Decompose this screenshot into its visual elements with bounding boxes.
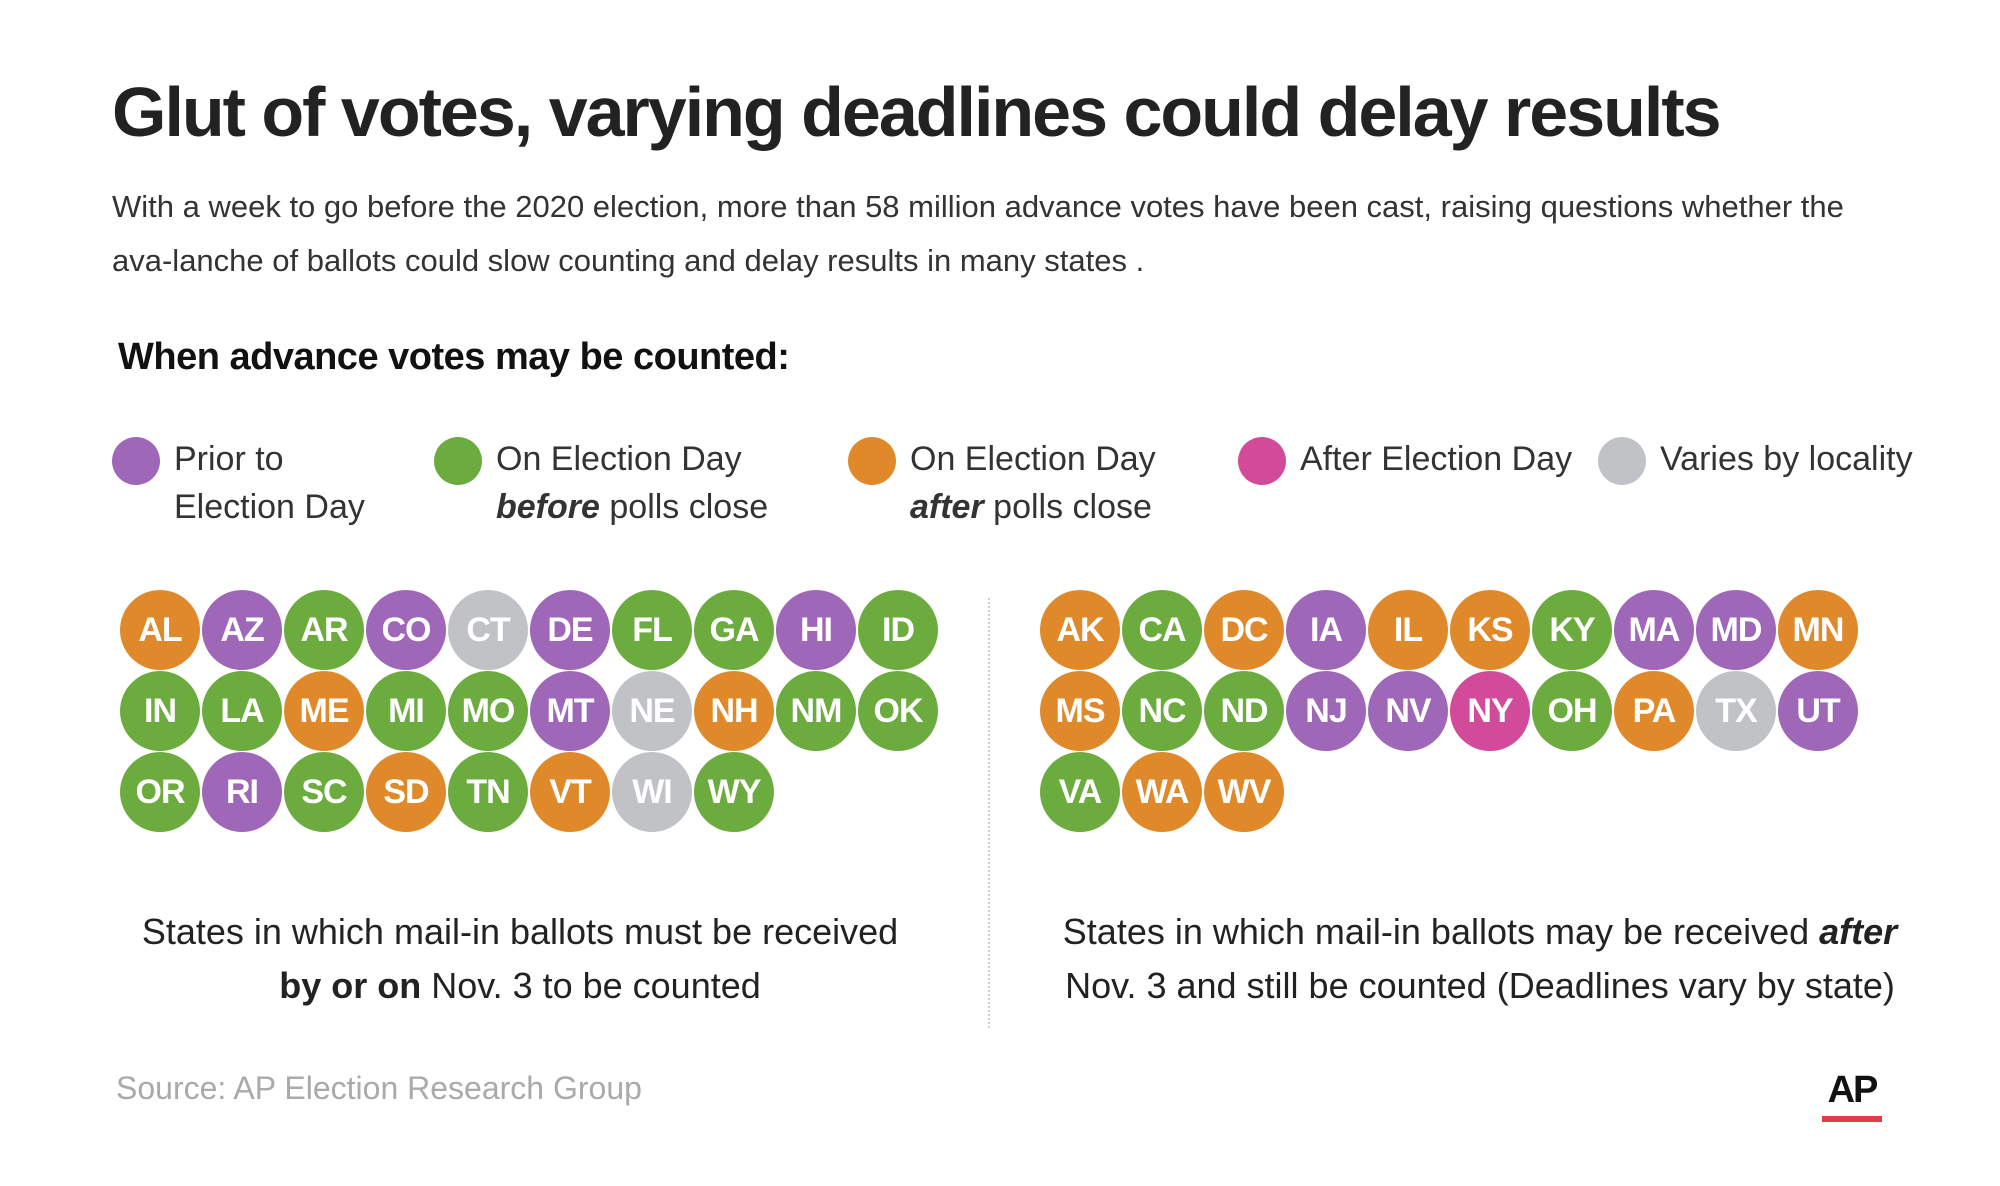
right-caption-a: States in which mail-in ballots may be r…: [1062, 911, 1810, 952]
legend-dot-before: [434, 437, 482, 485]
state-chip-mt: MT: [530, 671, 610, 751]
state-chip-ok: OK: [858, 671, 938, 751]
right-caption-c: Nov. 3 and still be counted (Deadlines v…: [1065, 965, 1895, 1006]
group-divider: [988, 598, 990, 1028]
state-chip-oh: OH: [1532, 671, 1612, 751]
state-chip-nd: ND: [1204, 671, 1284, 751]
state-chip-nm: NM: [776, 671, 856, 751]
state-chip-md: MD: [1696, 590, 1776, 670]
legend-item-prior: Prior to Election Day: [112, 435, 404, 531]
state-chip-in: IN: [120, 671, 200, 751]
state-chip-ca: CA: [1122, 590, 1202, 670]
state-chip-sd: SD: [366, 752, 446, 832]
state-chip-vt: VT: [530, 752, 610, 832]
legend-item-before: On Election Day before polls close: [434, 435, 816, 531]
state-chip-ne: NE: [612, 671, 692, 751]
state-chip-co: CO: [366, 590, 446, 670]
state-chip-me: ME: [284, 671, 364, 751]
legend-label-after-em: after: [910, 488, 984, 526]
state-chip-il: IL: [1368, 590, 1448, 670]
legend-label-after-a: On Election Day: [910, 440, 1156, 478]
state-chip-wa: WA: [1122, 752, 1202, 832]
state-chip-nc: NC: [1122, 671, 1202, 751]
state-chip-de: DE: [530, 590, 610, 670]
state-chip-sc: SC: [284, 752, 364, 832]
right-caption: States in which mail-in ballots may be r…: [1040, 905, 1920, 1013]
legend-label-before-a: On Election Day: [496, 440, 742, 478]
legend-item-varies: Varies by locality: [1598, 435, 1960, 485]
left-caption-b: by or on: [279, 965, 422, 1006]
state-chip-ar: AR: [284, 590, 364, 670]
state-chip-ga: GA: [694, 590, 774, 670]
state-chip-hi: HI: [776, 590, 856, 670]
page-title: Glut of votes, varying deadlines could d…: [112, 73, 1722, 151]
legend-dot-prior: [112, 437, 160, 485]
legend-item-after: On Election Day after polls close: [848, 435, 1230, 531]
state-chip-mn: MN: [1778, 590, 1858, 670]
state-chip-ri: RI: [202, 752, 282, 832]
state-chip-mo: MO: [448, 671, 528, 751]
legend-label-after: On Election Day after polls close: [910, 435, 1230, 531]
page-subtitle: With a week to go before the 2020 electi…: [112, 189, 1844, 278]
legend-dot-after-day: [1238, 437, 1286, 485]
state-chip-nh: NH: [694, 671, 774, 751]
state-chip-ks: KS: [1450, 590, 1530, 670]
left-caption-a: States in which mail-in ballots must be …: [141, 911, 899, 952]
state-chip-ct: CT: [448, 590, 528, 670]
state-chip-fl: FL: [612, 590, 692, 670]
ap-logo: AP: [1822, 1068, 1882, 1122]
state-chip-ky: KY: [1532, 590, 1612, 670]
state-chip-ma: MA: [1614, 590, 1694, 670]
state-chip-id: ID: [858, 590, 938, 670]
state-chip-ia: IA: [1286, 590, 1366, 670]
state-chip-nj: NJ: [1286, 671, 1366, 751]
state-chip-ak: AK: [1040, 590, 1120, 670]
ap-logo-bar: [1822, 1116, 1882, 1122]
state-chip-or: OR: [120, 752, 200, 832]
state-chip-ut: UT: [1778, 671, 1858, 751]
state-chip-ms: MS: [1040, 671, 1120, 751]
legend-label-varies: Varies by locality: [1660, 440, 1913, 478]
state-chip-mi: MI: [366, 671, 446, 751]
section-heading: When advance votes may be counted:: [118, 336, 790, 378]
state-chip-wy: WY: [694, 752, 774, 832]
state-chip-az: AZ: [202, 590, 282, 670]
state-chip-wi: WI: [612, 752, 692, 832]
state-chip-pa: PA: [1614, 671, 1694, 751]
ap-logo-text: AP: [1827, 1069, 1879, 1111]
legend-label-prior: Prior to Election Day: [174, 440, 365, 526]
left-caption-c: Nov. 3 to be counted: [431, 965, 761, 1006]
legend-label-before: On Election Day before polls close: [496, 435, 816, 531]
legend-dot-varies: [1598, 437, 1646, 485]
state-chip-dc: DC: [1204, 590, 1284, 670]
source-note: Source: AP Election Research Group: [116, 1070, 642, 1106]
legend-label-before-em: before: [496, 488, 600, 526]
state-chip-la: LA: [202, 671, 282, 751]
state-chip-va: VA: [1040, 752, 1120, 832]
state-chip-wv: WV: [1204, 752, 1284, 832]
left-caption: States in which mail-in ballots must be …: [120, 905, 920, 1013]
state-chip-ny: NY: [1450, 671, 1530, 751]
state-chip-tx: TX: [1696, 671, 1776, 751]
legend-label-before-b: polls close: [609, 488, 769, 526]
legend-item-after-day: After Election Day: [1238, 435, 1630, 485]
state-chip-tn: TN: [448, 752, 528, 832]
legend-label-after-b: polls close: [993, 488, 1152, 526]
right-caption-b: after: [1819, 911, 1898, 952]
state-chip-al: AL: [120, 590, 200, 670]
legend-dot-after: [848, 437, 896, 485]
state-chip-nv: NV: [1368, 671, 1448, 751]
legend-label-after-day: After Election Day: [1300, 440, 1573, 478]
